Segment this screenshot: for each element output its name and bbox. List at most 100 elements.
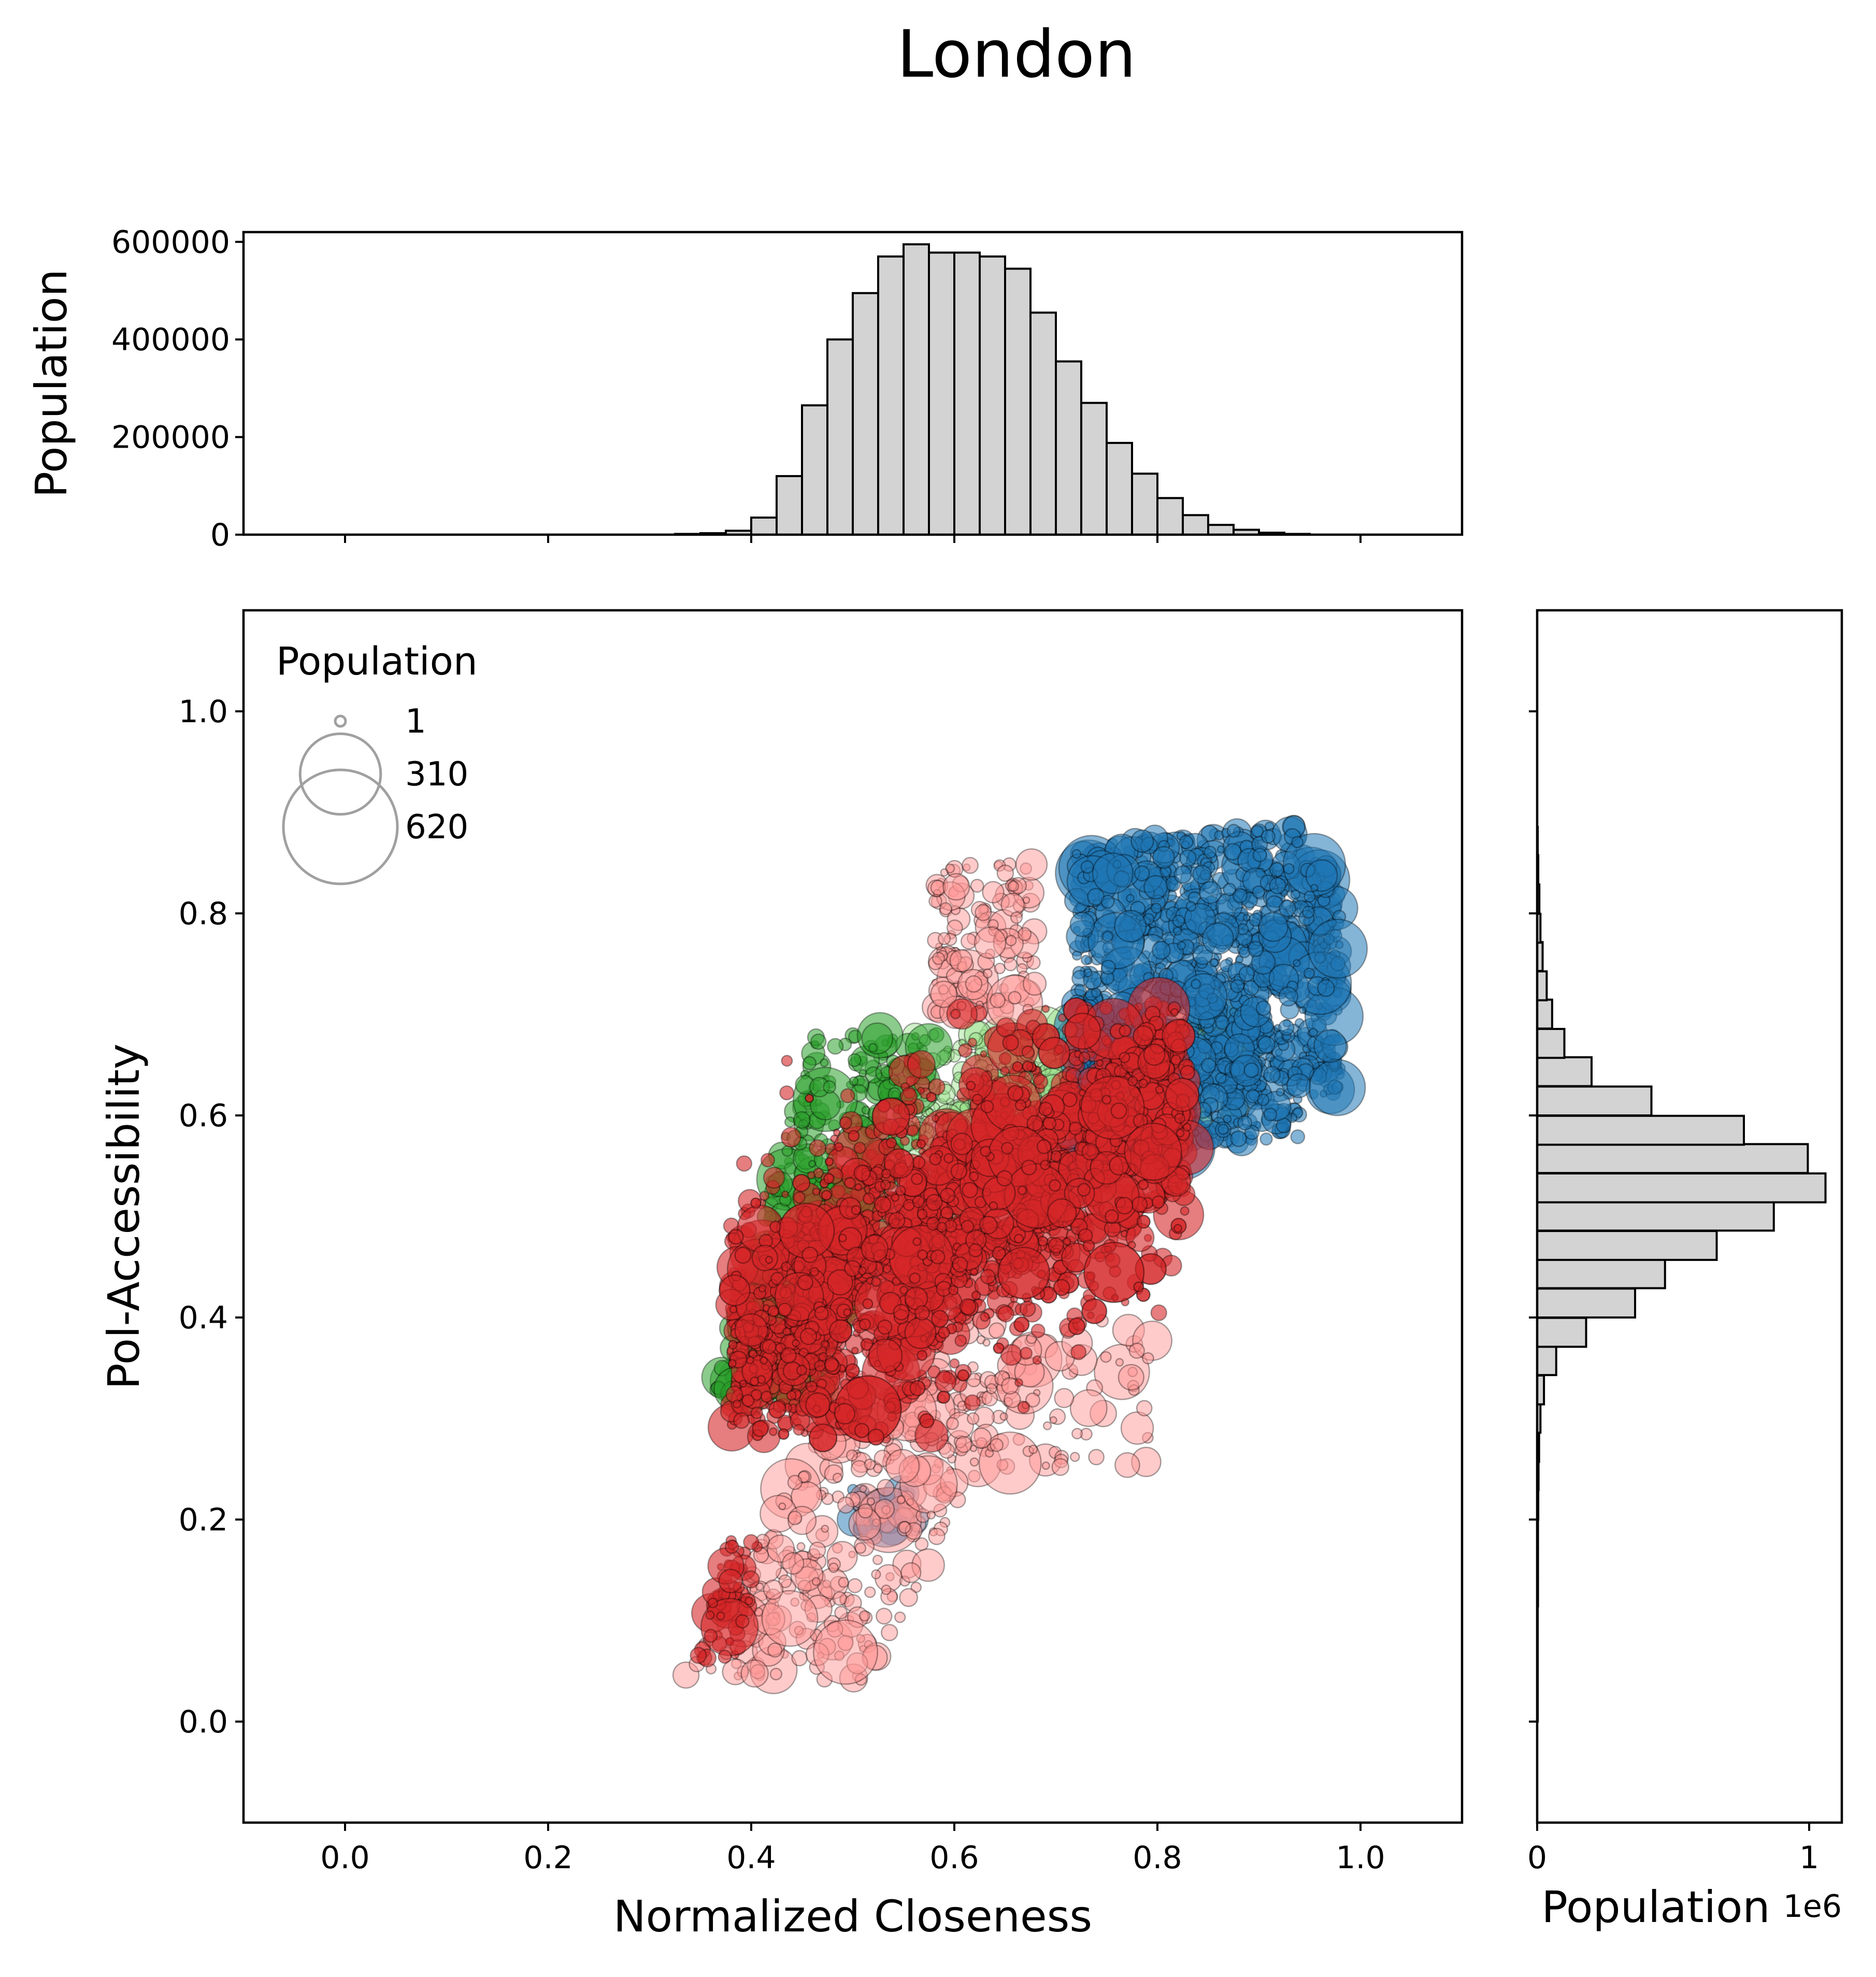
- scatter-point: [1070, 1452, 1080, 1462]
- scatter-point: [1230, 1130, 1247, 1148]
- scatter-point: [1308, 919, 1368, 979]
- scatter-point: [1010, 911, 1023, 924]
- scatter-point: [1069, 1389, 1108, 1427]
- scatter-point: [853, 1141, 866, 1154]
- scatter-point: [1283, 863, 1295, 875]
- scatter-point: [1022, 971, 1047, 996]
- scatter-point: [1032, 1355, 1042, 1365]
- scatter-point: [1130, 829, 1154, 853]
- scatter-point: [1028, 1444, 1038, 1454]
- scatter-point: [839, 1116, 852, 1129]
- scatter-point: [986, 1383, 997, 1395]
- scatter-point: [1069, 911, 1095, 937]
- scatter-point: [1114, 1452, 1140, 1478]
- scatter-point: [1173, 865, 1192, 884]
- scatter-point: [1126, 894, 1135, 903]
- top-histogram-bar: [750, 517, 778, 536]
- scatter-point: [969, 1457, 979, 1467]
- scatter-point: [1091, 987, 1101, 998]
- scatter-point: [828, 1563, 839, 1573]
- top-histogram-y-tick-label: 400000: [111, 322, 230, 358]
- scatter-point: [964, 1394, 981, 1411]
- scatter-point: [1308, 1028, 1318, 1038]
- scatter-point: [1257, 1036, 1276, 1054]
- scatter-point: [1269, 862, 1284, 878]
- scatter-point: [769, 1668, 783, 1681]
- top-histogram-x-ticks: [344, 535, 1362, 543]
- scatter-point: [864, 1586, 876, 1598]
- scatter-point: [837, 1496, 855, 1514]
- scatter-point: [846, 1449, 858, 1462]
- scatter-point: [781, 1190, 789, 1198]
- scatter-point: [982, 881, 1005, 904]
- scatter-point: [1030, 1323, 1046, 1338]
- scatter-point: [1261, 829, 1276, 844]
- scatter-point: [881, 1624, 898, 1641]
- chart-title: London: [897, 16, 1136, 92]
- top-histogram-bar: [1156, 497, 1184, 536]
- scatter-point: [796, 1542, 806, 1551]
- scatter-point: [1252, 848, 1267, 863]
- scatter-point: [1243, 1062, 1259, 1078]
- scatter-point: [1083, 968, 1093, 978]
- top-histogram-bar: [826, 338, 854, 536]
- scatter-point: [840, 1088, 855, 1104]
- scatter-point: [950, 1008, 961, 1020]
- scatter-point: [1218, 1123, 1229, 1135]
- scatter-point: [868, 1043, 878, 1053]
- scatter-point: [996, 1017, 1016, 1038]
- scatter-point: [1150, 1304, 1167, 1322]
- scatter-point: [1204, 846, 1217, 859]
- scatter-point: [949, 1358, 960, 1369]
- scatter-point: [871, 1569, 881, 1580]
- scatter-point: [982, 968, 993, 979]
- scatter-point: [940, 868, 949, 877]
- scatter-point: [1278, 1019, 1295, 1036]
- scatter-point: [820, 1058, 829, 1067]
- scatter-point: [847, 1053, 862, 1067]
- scatter-point: [1278, 986, 1298, 1007]
- scatter-point: [982, 1338, 991, 1347]
- scatter-point: [962, 856, 979, 874]
- scatter-point: [1223, 882, 1237, 896]
- scatter-point: [1172, 914, 1185, 928]
- scatter-point: [854, 1542, 867, 1554]
- scatter-point: [946, 1416, 959, 1430]
- scatter-point: [725, 1385, 743, 1403]
- scatter-point: [1230, 979, 1244, 994]
- scatter-point: [821, 1524, 829, 1533]
- scatter-point: [1255, 1000, 1271, 1016]
- scatter-point: [872, 1554, 883, 1565]
- scatter-point: [810, 1033, 827, 1050]
- scatter-point: [1192, 864, 1212, 884]
- top-histogram-bar: [903, 243, 930, 536]
- scatter-point: [763, 1579, 784, 1600]
- scatter-point: [1080, 954, 1092, 966]
- top-histogram-bar: [1182, 514, 1209, 536]
- top-histogram-frame: [242, 231, 1464, 536]
- scatter-point: [823, 1080, 837, 1094]
- scatter-point: [812, 1619, 879, 1685]
- scatter-point: [781, 1054, 793, 1067]
- scatter-point: [1177, 941, 1186, 950]
- scatter-point: [809, 1139, 827, 1157]
- scatter-point: [996, 864, 1014, 882]
- scatter-point: [787, 1474, 803, 1490]
- scatter-point: [1100, 1351, 1112, 1363]
- scatter-point: [1201, 922, 1234, 955]
- scatter-point: [1054, 1388, 1075, 1409]
- scatter-point: [900, 1562, 922, 1583]
- scatter-point: [1120, 1411, 1154, 1445]
- scatter-point: [858, 1069, 867, 1078]
- scatter-point: [1259, 1132, 1273, 1146]
- scatter-point: [1263, 1108, 1278, 1122]
- scatter-point: [885, 1449, 920, 1484]
- scatter-point: [949, 949, 973, 972]
- scatter-point: [1136, 1400, 1153, 1416]
- top-histogram-y-tick-label: 600000: [111, 224, 230, 261]
- scatter-point: [939, 902, 953, 915]
- scatter-point: [1092, 852, 1134, 894]
- scatter-point: [994, 963, 1006, 975]
